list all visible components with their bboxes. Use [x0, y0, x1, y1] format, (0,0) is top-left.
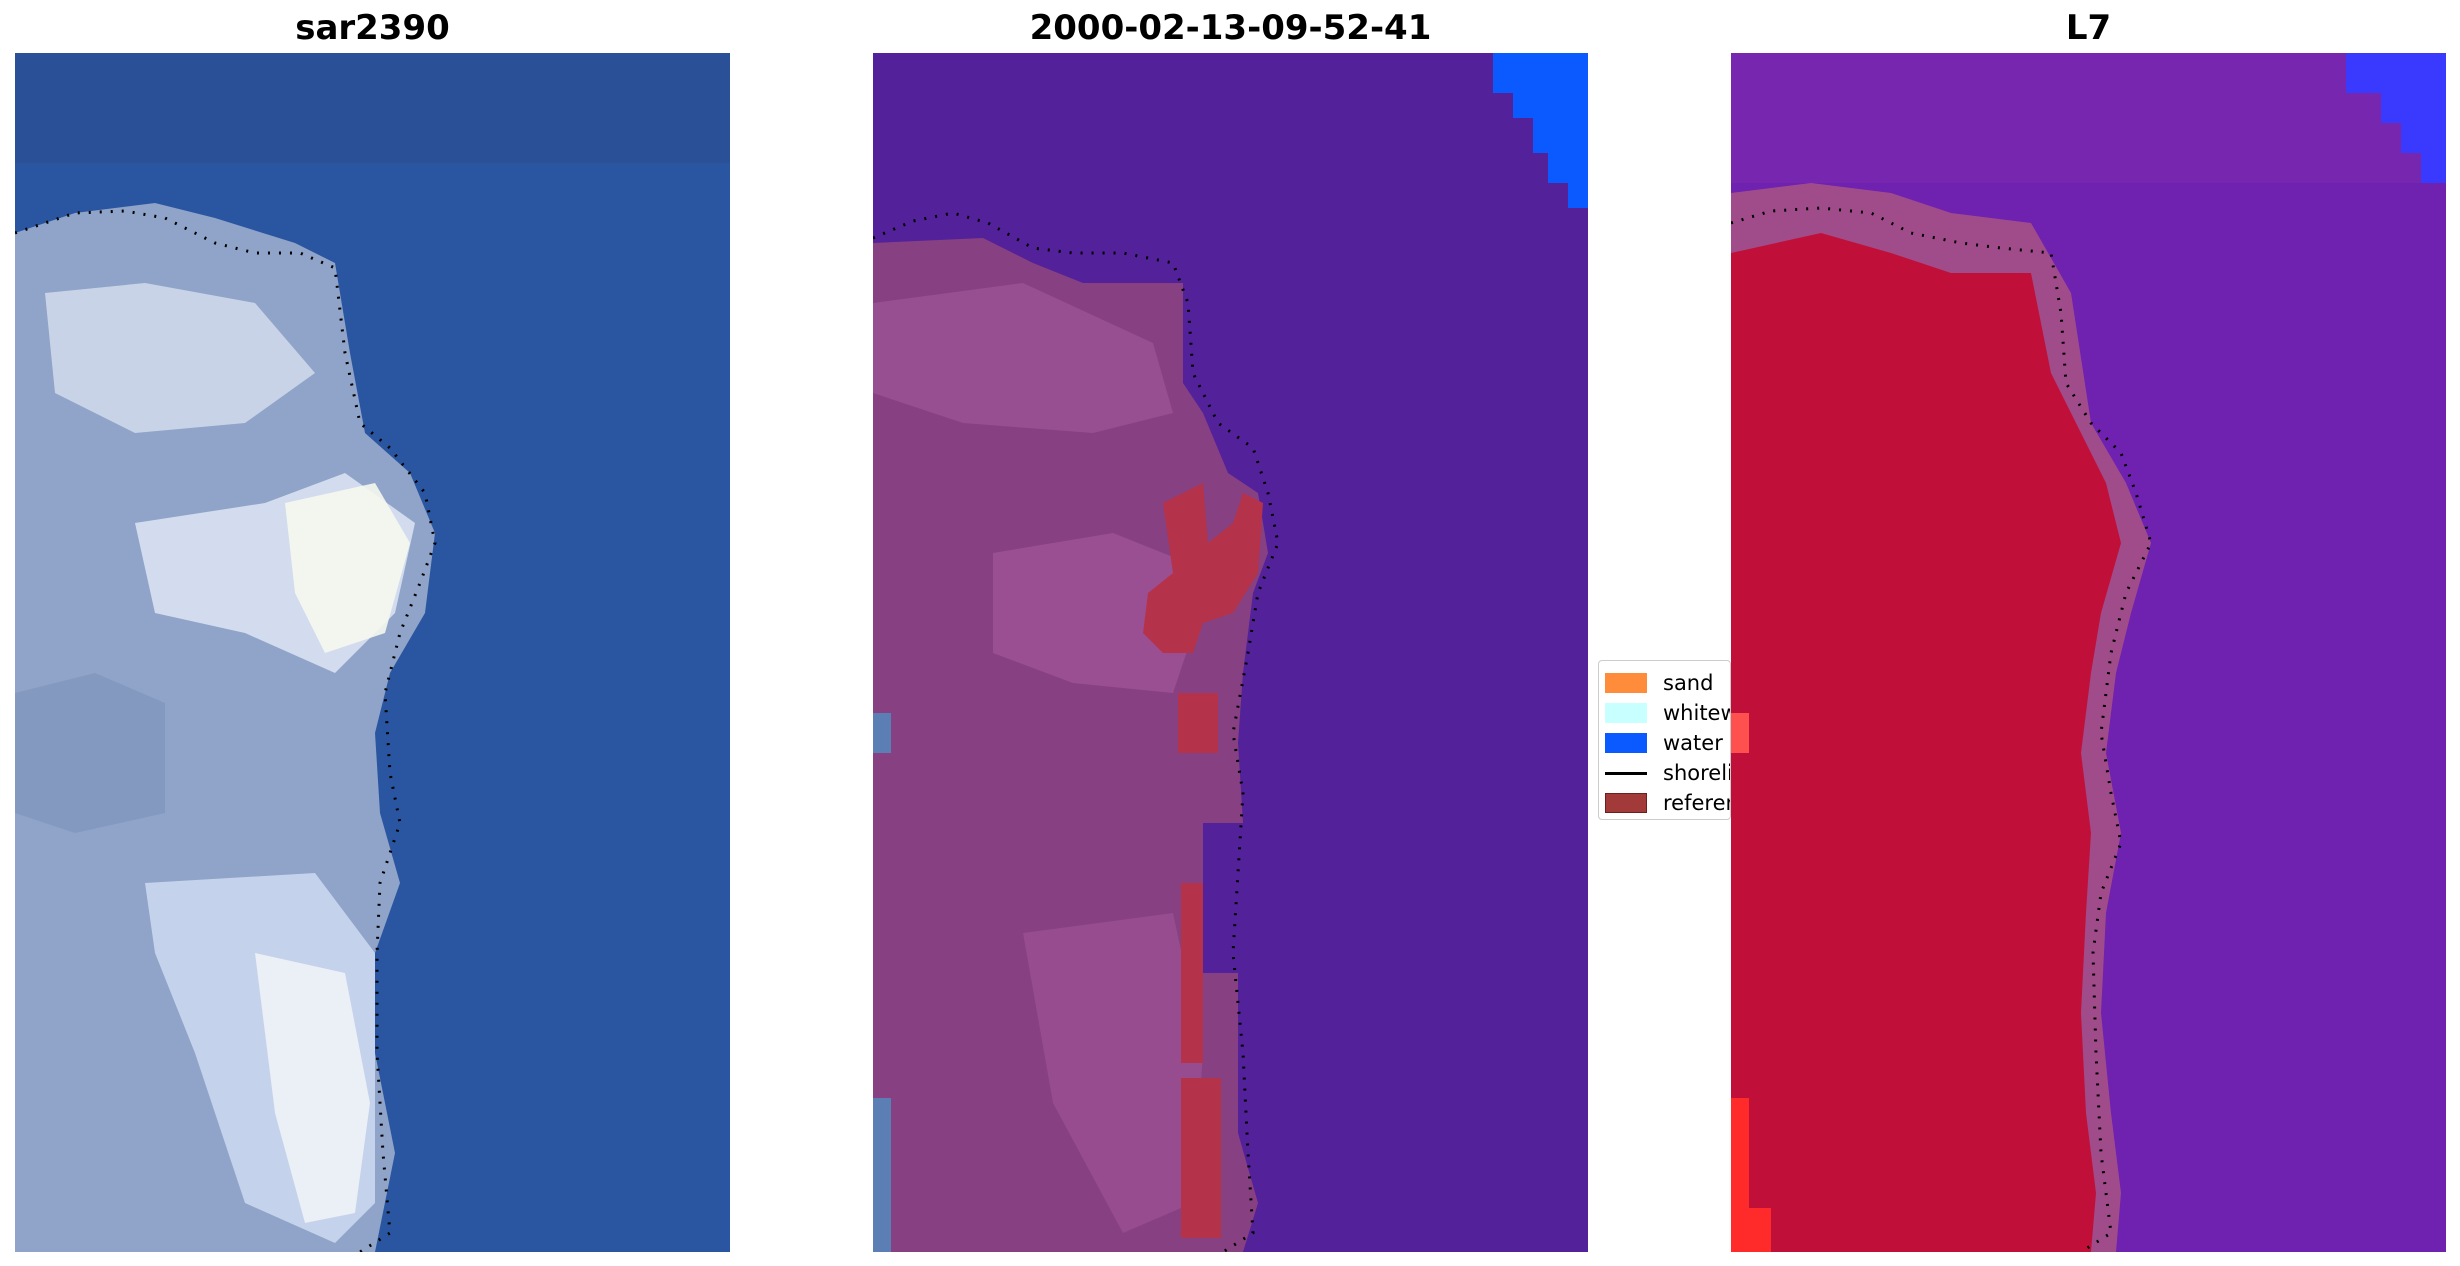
panel-title-rgb: sar2390: [295, 8, 450, 48]
panel-title-classification: 2000-02-13-09-52-41: [1029, 8, 1432, 48]
legend-entry-sand: sand: [1605, 669, 1713, 697]
classification-image: [873, 53, 1588, 1252]
shoreline-overlay: [873, 211, 1280, 1252]
index-map-image: [1731, 53, 2446, 1252]
legend-entry-reference-shoreline: reference shoreline: [1605, 789, 1730, 817]
rgb-image-panel: [15, 53, 730, 1252]
legend-label: sand: [1663, 671, 1714, 695]
classification-panel: [873, 53, 1588, 1252]
legend-label: reference shoreline: [1663, 791, 1730, 815]
rgb-image: [15, 53, 730, 1252]
water-index-area: [2346, 53, 2446, 183]
reference-shoreline-area: [1143, 483, 1263, 653]
panel-title-index: L7: [2065, 8, 2112, 48]
water-class-area: [1493, 53, 1588, 208]
water-swatch: [1605, 733, 1647, 753]
whitewater-swatch: [1605, 703, 1647, 723]
sand-swatch: [1605, 673, 1647, 693]
legend-label: water: [1663, 731, 1723, 755]
reference-swatch: [1605, 793, 1647, 813]
legend-entry-shoreline: shoreline: [1605, 759, 1730, 787]
shoreline-overlay: [1731, 206, 2153, 1252]
legend-label: shoreline: [1663, 761, 1730, 785]
shoreline-line-marker: [1605, 771, 1647, 775]
land-index-area: [1731, 233, 2121, 1252]
legend-entry-water: water: [1605, 729, 1723, 757]
index-map-panel: [1731, 53, 2446, 1252]
